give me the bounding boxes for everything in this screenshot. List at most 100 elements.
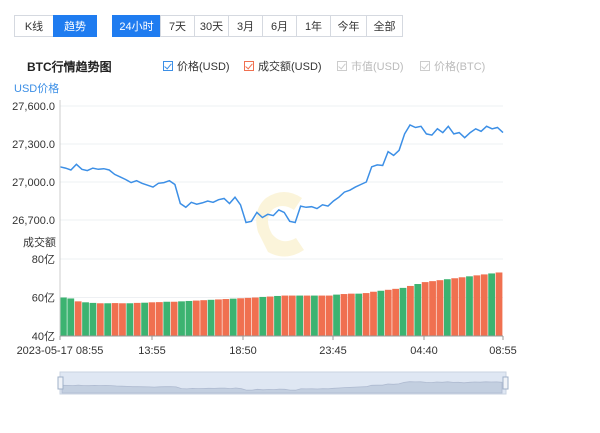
legend-label: 市值(USD) <box>351 61 404 73</box>
x-tick-label: 04:40 <box>410 345 438 357</box>
range-tab-1[interactable]: 7天 <box>160 15 195 37</box>
volume-bar <box>370 291 377 336</box>
volume-bar <box>281 295 289 336</box>
chart-title: BTC行情趋势图 <box>27 60 112 74</box>
range-tab-0[interactable]: 24小时 <box>112 15 161 37</box>
volume-bar <box>222 299 230 336</box>
volume-tick-label: 80亿 <box>32 253 55 266</box>
x-tick-label: 23:45 <box>319 345 347 357</box>
price-tick-label: 27,600.0 <box>12 101 55 113</box>
legend-label: 价格(USD) <box>177 61 230 73</box>
volume-bar <box>111 303 119 336</box>
volume-bar <box>133 302 141 336</box>
volume-bar <box>451 278 459 336</box>
volume-axis-label: 成交额 <box>23 235 56 249</box>
volume-bar <box>443 279 451 336</box>
volume-bar <box>178 301 185 336</box>
volume-bar <box>119 303 126 336</box>
legend-item-0[interactable]: 价格(USD) <box>163 58 230 74</box>
volume-bar <box>384 289 392 336</box>
price-tick-label: 26,700.0 <box>12 215 55 227</box>
volume-bar <box>436 280 444 336</box>
volume-bar <box>318 295 326 336</box>
volume-bar <box>325 295 333 336</box>
legend-item-3[interactable]: 价格(BTC) <box>420 58 485 74</box>
volume-bar <box>347 293 355 336</box>
x-tick-label: 13:55 <box>138 345 166 357</box>
price-series-line <box>59 124 504 224</box>
volume-bar <box>274 295 281 336</box>
volume-bar <box>237 298 244 336</box>
view-tab-1[interactable]: 趋势 <box>53 15 97 37</box>
volume-bar <box>200 300 208 336</box>
volume-bar <box>288 295 296 336</box>
volume-tick-label: 60亿 <box>32 292 55 305</box>
volume-bar <box>89 302 97 336</box>
volume-bar <box>377 290 385 336</box>
view-mode-tabs: K线 趋势 <box>14 15 97 37</box>
range-tab-6[interactable]: 今年 <box>330 15 367 37</box>
volume-bar <box>155 302 163 336</box>
view-tab-0[interactable]: K线 <box>14 15 54 37</box>
volume-bar <box>104 303 112 336</box>
zoom-slider-preview <box>61 381 503 394</box>
volume-bar <box>185 300 193 336</box>
volume-bar <box>251 297 259 336</box>
range-tab-3[interactable]: 3月 <box>228 15 263 37</box>
volume-bar <box>407 285 414 336</box>
zoom-handle-left[interactable] <box>57 376 64 390</box>
x-tick-label: 08:55 <box>489 345 517 357</box>
time-range-tabs: 24小时 7天 30天 3月 6月 1年 今年 全部 <box>112 15 403 37</box>
volume-bar <box>466 276 473 336</box>
volume-bar <box>458 277 466 336</box>
range-tab-4[interactable]: 6月 <box>262 15 297 37</box>
legend-item-2[interactable]: 市值(USD) <box>337 58 404 74</box>
volume-bar <box>340 294 348 336</box>
range-tab-2[interactable]: 30天 <box>194 15 229 37</box>
price-tick-label: 27,300.0 <box>12 139 55 151</box>
volume-bar <box>170 301 178 336</box>
volume-bar <box>60 297 67 336</box>
volume-bar <box>311 295 318 336</box>
zoom-handle-right[interactable] <box>502 376 509 390</box>
legend-item-1[interactable]: 成交额(USD) <box>244 58 322 74</box>
x-tick-label: 2023-05-17 08:55 <box>17 345 104 357</box>
volume-bar <box>67 298 75 336</box>
volume-bar <box>392 288 400 336</box>
checkbox-icon <box>420 61 430 71</box>
volume-bar <box>495 272 503 336</box>
volume-bar <box>259 296 267 336</box>
legend-label: 价格(BTC) <box>434 61 486 73</box>
volume-bar <box>126 303 134 336</box>
volume-bar <box>488 273 496 336</box>
legend-label: 成交额(USD) <box>258 61 322 73</box>
volume-bar <box>215 299 222 336</box>
price-tick-label: 27,000.0 <box>12 177 55 189</box>
volume-bar <box>421 282 429 336</box>
volume-bar <box>96 303 104 336</box>
volume-bar <box>266 296 274 336</box>
checkbox-icon <box>163 61 173 71</box>
volume-bar <box>414 284 422 336</box>
volume-tick-label: 40亿 <box>32 330 55 343</box>
x-tick-label: 18:50 <box>229 345 257 357</box>
volume-bar <box>480 274 488 336</box>
volume-bar <box>192 300 200 336</box>
volume-bar <box>163 301 171 336</box>
price-axis-label: USD价格 <box>14 81 59 95</box>
checkbox-icon <box>244 61 254 71</box>
range-tab-7[interactable]: 全部 <box>366 15 403 37</box>
volume-bar <box>141 302 148 336</box>
volume-bar <box>333 294 340 336</box>
volume-bar <box>303 295 311 336</box>
volume-bar <box>74 301 82 336</box>
volume-bar <box>148 302 156 336</box>
volume-bar <box>207 299 215 336</box>
volume-bar <box>429 281 436 336</box>
zoom-slider-track <box>59 371 507 395</box>
range-tab-5[interactable]: 1年 <box>296 15 331 37</box>
volume-bar <box>355 293 363 336</box>
volume-bar <box>473 275 481 336</box>
volume-bar <box>296 295 304 336</box>
volume-bar <box>229 298 237 336</box>
